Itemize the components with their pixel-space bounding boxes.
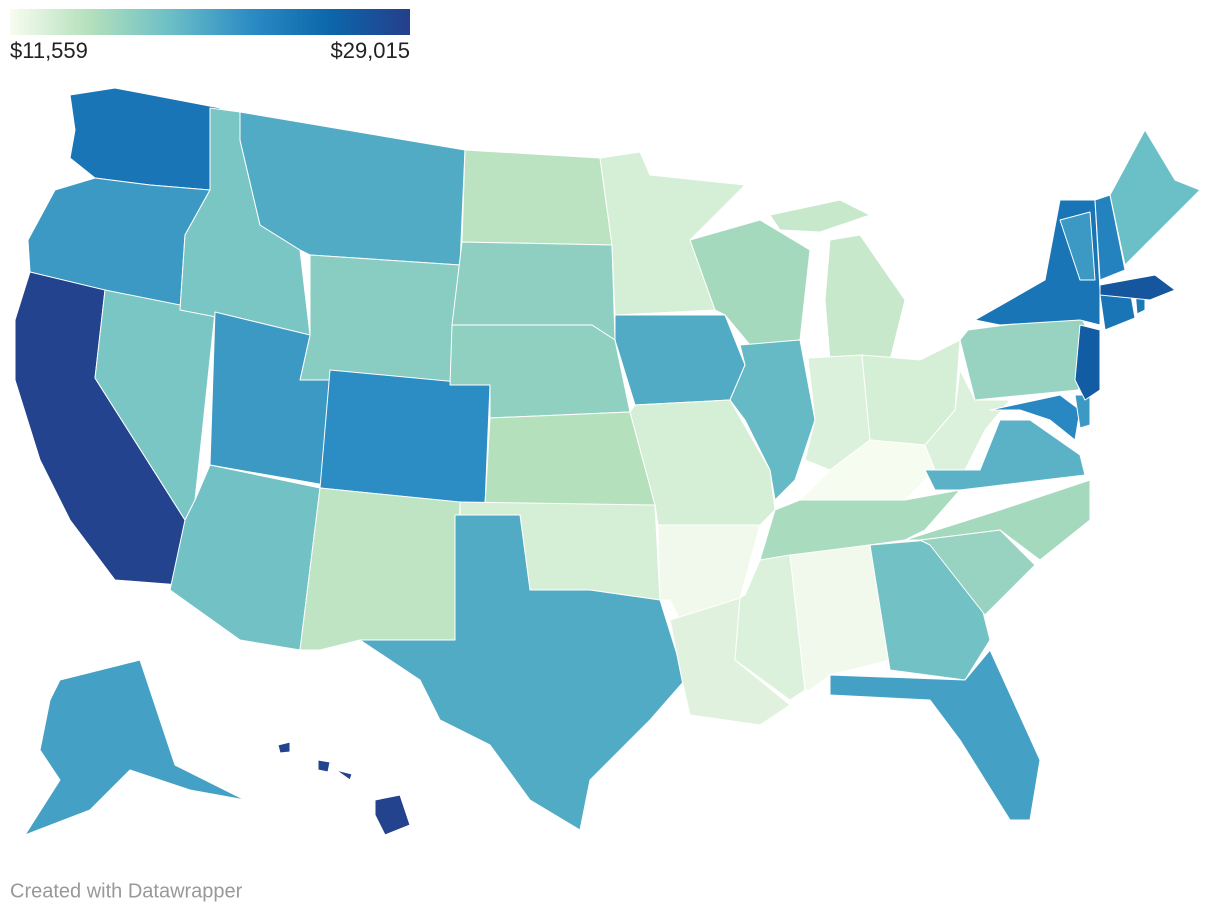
state xyxy=(904,479,1091,561)
state xyxy=(959,314,1096,401)
state xyxy=(69,87,221,191)
state xyxy=(461,149,613,246)
states xyxy=(14,87,1201,836)
state xyxy=(924,419,1086,491)
state xyxy=(359,514,686,831)
legend-label: $29,015 xyxy=(330,38,410,63)
state xyxy=(989,394,1081,441)
state xyxy=(299,487,461,651)
state xyxy=(1094,194,1126,281)
legend-label: $11,559 xyxy=(10,38,88,63)
state xyxy=(1109,129,1201,266)
state xyxy=(24,659,246,836)
state xyxy=(484,411,656,506)
state xyxy=(1099,274,1176,301)
state xyxy=(734,554,806,701)
state xyxy=(1059,211,1096,281)
state xyxy=(614,314,746,406)
state xyxy=(1074,324,1101,401)
legend-gradient xyxy=(10,9,410,35)
state xyxy=(829,649,1041,821)
state xyxy=(277,741,411,836)
credit: Created with Datawrapper xyxy=(10,880,243,902)
state xyxy=(729,339,816,501)
state xyxy=(319,369,491,506)
state xyxy=(299,254,461,386)
